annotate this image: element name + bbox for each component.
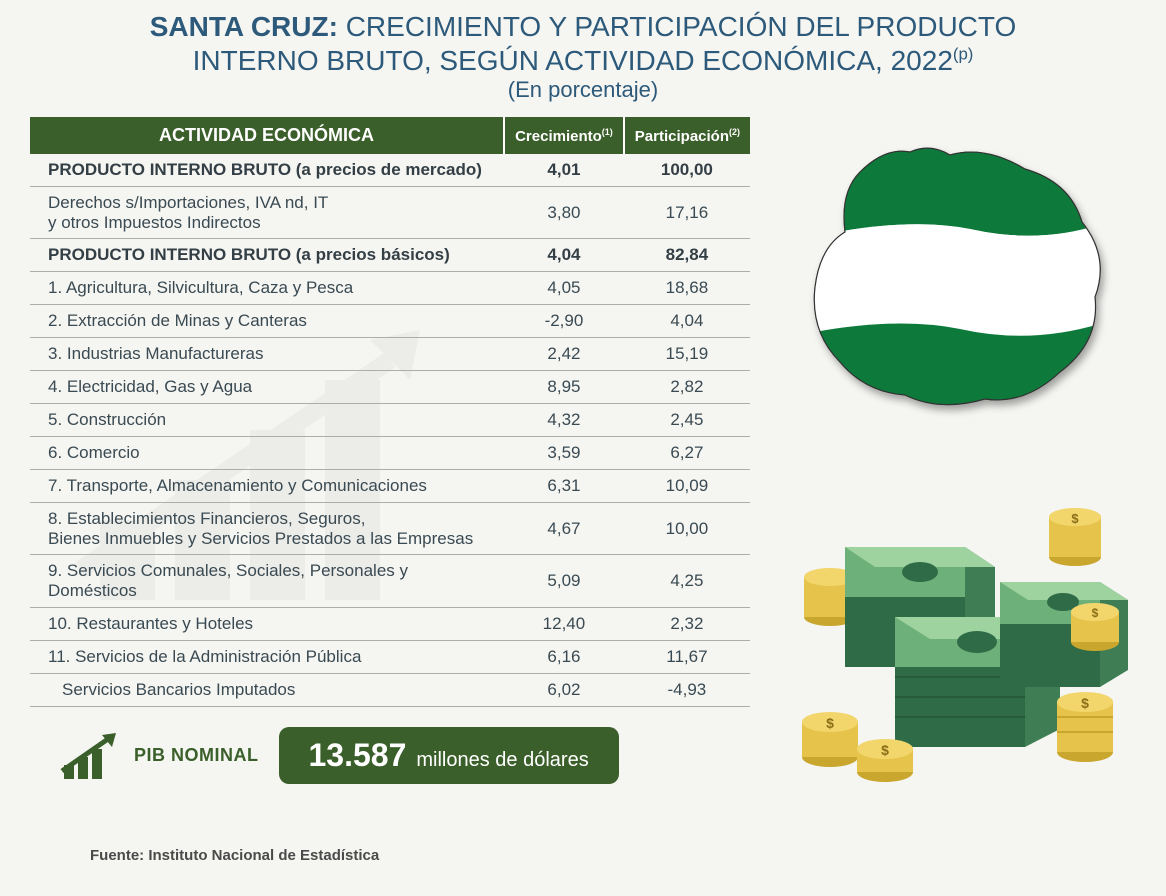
- activity-cell: 9. Servicios Comunales, Sociales, Person…: [30, 555, 504, 608]
- activity-cell: 1. Agricultura, Silvicultura, Caza y Pes…: [30, 272, 504, 305]
- share-cell: 4,25: [624, 555, 750, 608]
- table-row: PRODUCTO INTERNO BRUTO (a precios básico…: [30, 239, 750, 272]
- title-line1: CRECIMIENTO Y PARTICIPACIÓN DEL PRODUCTO: [338, 11, 1016, 42]
- activity-cell: 6. Comercio: [30, 437, 504, 470]
- growth-cell: 4,01: [504, 154, 624, 187]
- table-row: 11. Servicios de la Administración Públi…: [30, 641, 750, 674]
- economic-activity-table: ACTIVIDAD ECONÓMICA Crecimiento(1) Parti…: [30, 117, 750, 707]
- title-sup: (p): [953, 44, 974, 63]
- share-cell: 10,00: [624, 503, 750, 555]
- share-cell: 82,84: [624, 239, 750, 272]
- activity-cell: Servicios Bancarios Imputados: [30, 674, 504, 707]
- pib-nominal-value: 13.587: [309, 737, 407, 774]
- growth-cell: 2,42: [504, 338, 624, 371]
- growth-cell: 3,59: [504, 437, 624, 470]
- activity-cell: 7. Transporte, Almacenamiento y Comunica…: [30, 470, 504, 503]
- table-row: Derechos s/Importaciones, IVA nd, ITy ot…: [30, 187, 750, 239]
- activity-cell: PRODUCTO INTERNO BRUTO (a precios básico…: [30, 239, 504, 272]
- growth-cell: 6,16: [504, 641, 624, 674]
- title-block: SANTA CRUZ: CRECIMIENTO Y PARTICIPACIÓN …: [30, 10, 1136, 103]
- growth-cell: 8,95: [504, 371, 624, 404]
- money-illustration: $: [774, 487, 1136, 787]
- col-header-share: Participación(2): [624, 117, 750, 154]
- pib-nominal-value-box: 13.587 millones de dólares: [279, 727, 619, 784]
- santa-cruz-flag-map: [774, 137, 1136, 427]
- svg-text:$: $: [881, 742, 889, 758]
- growth-cell: -2,90: [504, 305, 624, 338]
- table-row: Servicios Bancarios Imputados6,02-4,93: [30, 674, 750, 707]
- share-cell: 2,32: [624, 608, 750, 641]
- table-row: PRODUCTO INTERNO BRUTO (a precios de mer…: [30, 154, 750, 187]
- pib-nominal-label: PIB NOMINAL: [134, 745, 259, 766]
- activity-cell: PRODUCTO INTERNO BRUTO (a precios de mer…: [30, 154, 504, 187]
- table-row: 10. Restaurantes y Hoteles12,402,32: [30, 608, 750, 641]
- table-row: 9. Servicios Comunales, Sociales, Person…: [30, 555, 750, 608]
- share-cell: 2,45: [624, 404, 750, 437]
- pib-nominal-row: PIB NOMINAL 13.587 millones de dólares: [30, 727, 750, 784]
- source-text: Fuente: Instituto Nacional de Estadístic…: [30, 847, 1136, 864]
- share-cell: 17,16: [624, 187, 750, 239]
- activity-cell: Derechos s/Importaciones, IVA nd, ITy ot…: [30, 187, 504, 239]
- share-cell: 2,82: [624, 371, 750, 404]
- share-cell: 18,68: [624, 272, 750, 305]
- svg-text:$: $: [1081, 695, 1089, 711]
- activity-cell: 10. Restaurantes y Hoteles: [30, 608, 504, 641]
- growth-cell: 4,04: [504, 239, 624, 272]
- activity-cell: 8. Establecimientos Financieros, Seguros…: [30, 503, 504, 555]
- growth-cell: 4,32: [504, 404, 624, 437]
- activity-cell: 5. Construcción: [30, 404, 504, 437]
- table-row: 7. Transporte, Almacenamiento y Comunica…: [30, 470, 750, 503]
- activity-cell: 3. Industrias Manufactureras: [30, 338, 504, 371]
- col-header-growth: Crecimiento(1): [504, 117, 624, 154]
- chart-growth-icon: [60, 731, 120, 781]
- table-row: 4. Electricidad, Gas y Agua8,952,82: [30, 371, 750, 404]
- title-line2: INTERNO BRUTO, SEGÚN ACTIVIDAD ECONÓMICA…: [193, 45, 953, 76]
- share-cell: 15,19: [624, 338, 750, 371]
- share-cell: 6,27: [624, 437, 750, 470]
- growth-cell: 6,31: [504, 470, 624, 503]
- svg-text:$: $: [1071, 511, 1079, 526]
- share-cell: 11,67: [624, 641, 750, 674]
- title-subtitle: (En porcentaje): [30, 77, 1136, 103]
- growth-cell: 4,05: [504, 272, 624, 305]
- table-row: 6. Comercio3,596,27: [30, 437, 750, 470]
- table-row: 8. Establecimientos Financieros, Seguros…: [30, 503, 750, 555]
- activity-cell: 2. Extracción de Minas y Canteras: [30, 305, 504, 338]
- table-row: 5. Construcción4,322,45: [30, 404, 750, 437]
- table-row: 1. Agricultura, Silvicultura, Caza y Pes…: [30, 272, 750, 305]
- activity-cell: 11. Servicios de la Administración Públi…: [30, 641, 504, 674]
- growth-cell: 4,67: [504, 503, 624, 555]
- table-row: 3. Industrias Manufactureras2,4215,19: [30, 338, 750, 371]
- growth-cell: 3,80: [504, 187, 624, 239]
- table-row: 2. Extracción de Minas y Canteras-2,904,…: [30, 305, 750, 338]
- svg-text:$: $: [826, 715, 834, 731]
- title-prefix: SANTA CRUZ:: [150, 11, 338, 42]
- growth-cell: 12,40: [504, 608, 624, 641]
- share-cell: 10,09: [624, 470, 750, 503]
- share-cell: -4,93: [624, 674, 750, 707]
- share-cell: 4,04: [624, 305, 750, 338]
- growth-cell: 6,02: [504, 674, 624, 707]
- svg-text:$: $: [1092, 606, 1099, 620]
- growth-cell: 5,09: [504, 555, 624, 608]
- col-header-activity: ACTIVIDAD ECONÓMICA: [30, 117, 504, 154]
- pib-nominal-unit: millones de dólares: [416, 749, 588, 772]
- activity-cell: 4. Electricidad, Gas y Agua: [30, 371, 504, 404]
- share-cell: 100,00: [624, 154, 750, 187]
